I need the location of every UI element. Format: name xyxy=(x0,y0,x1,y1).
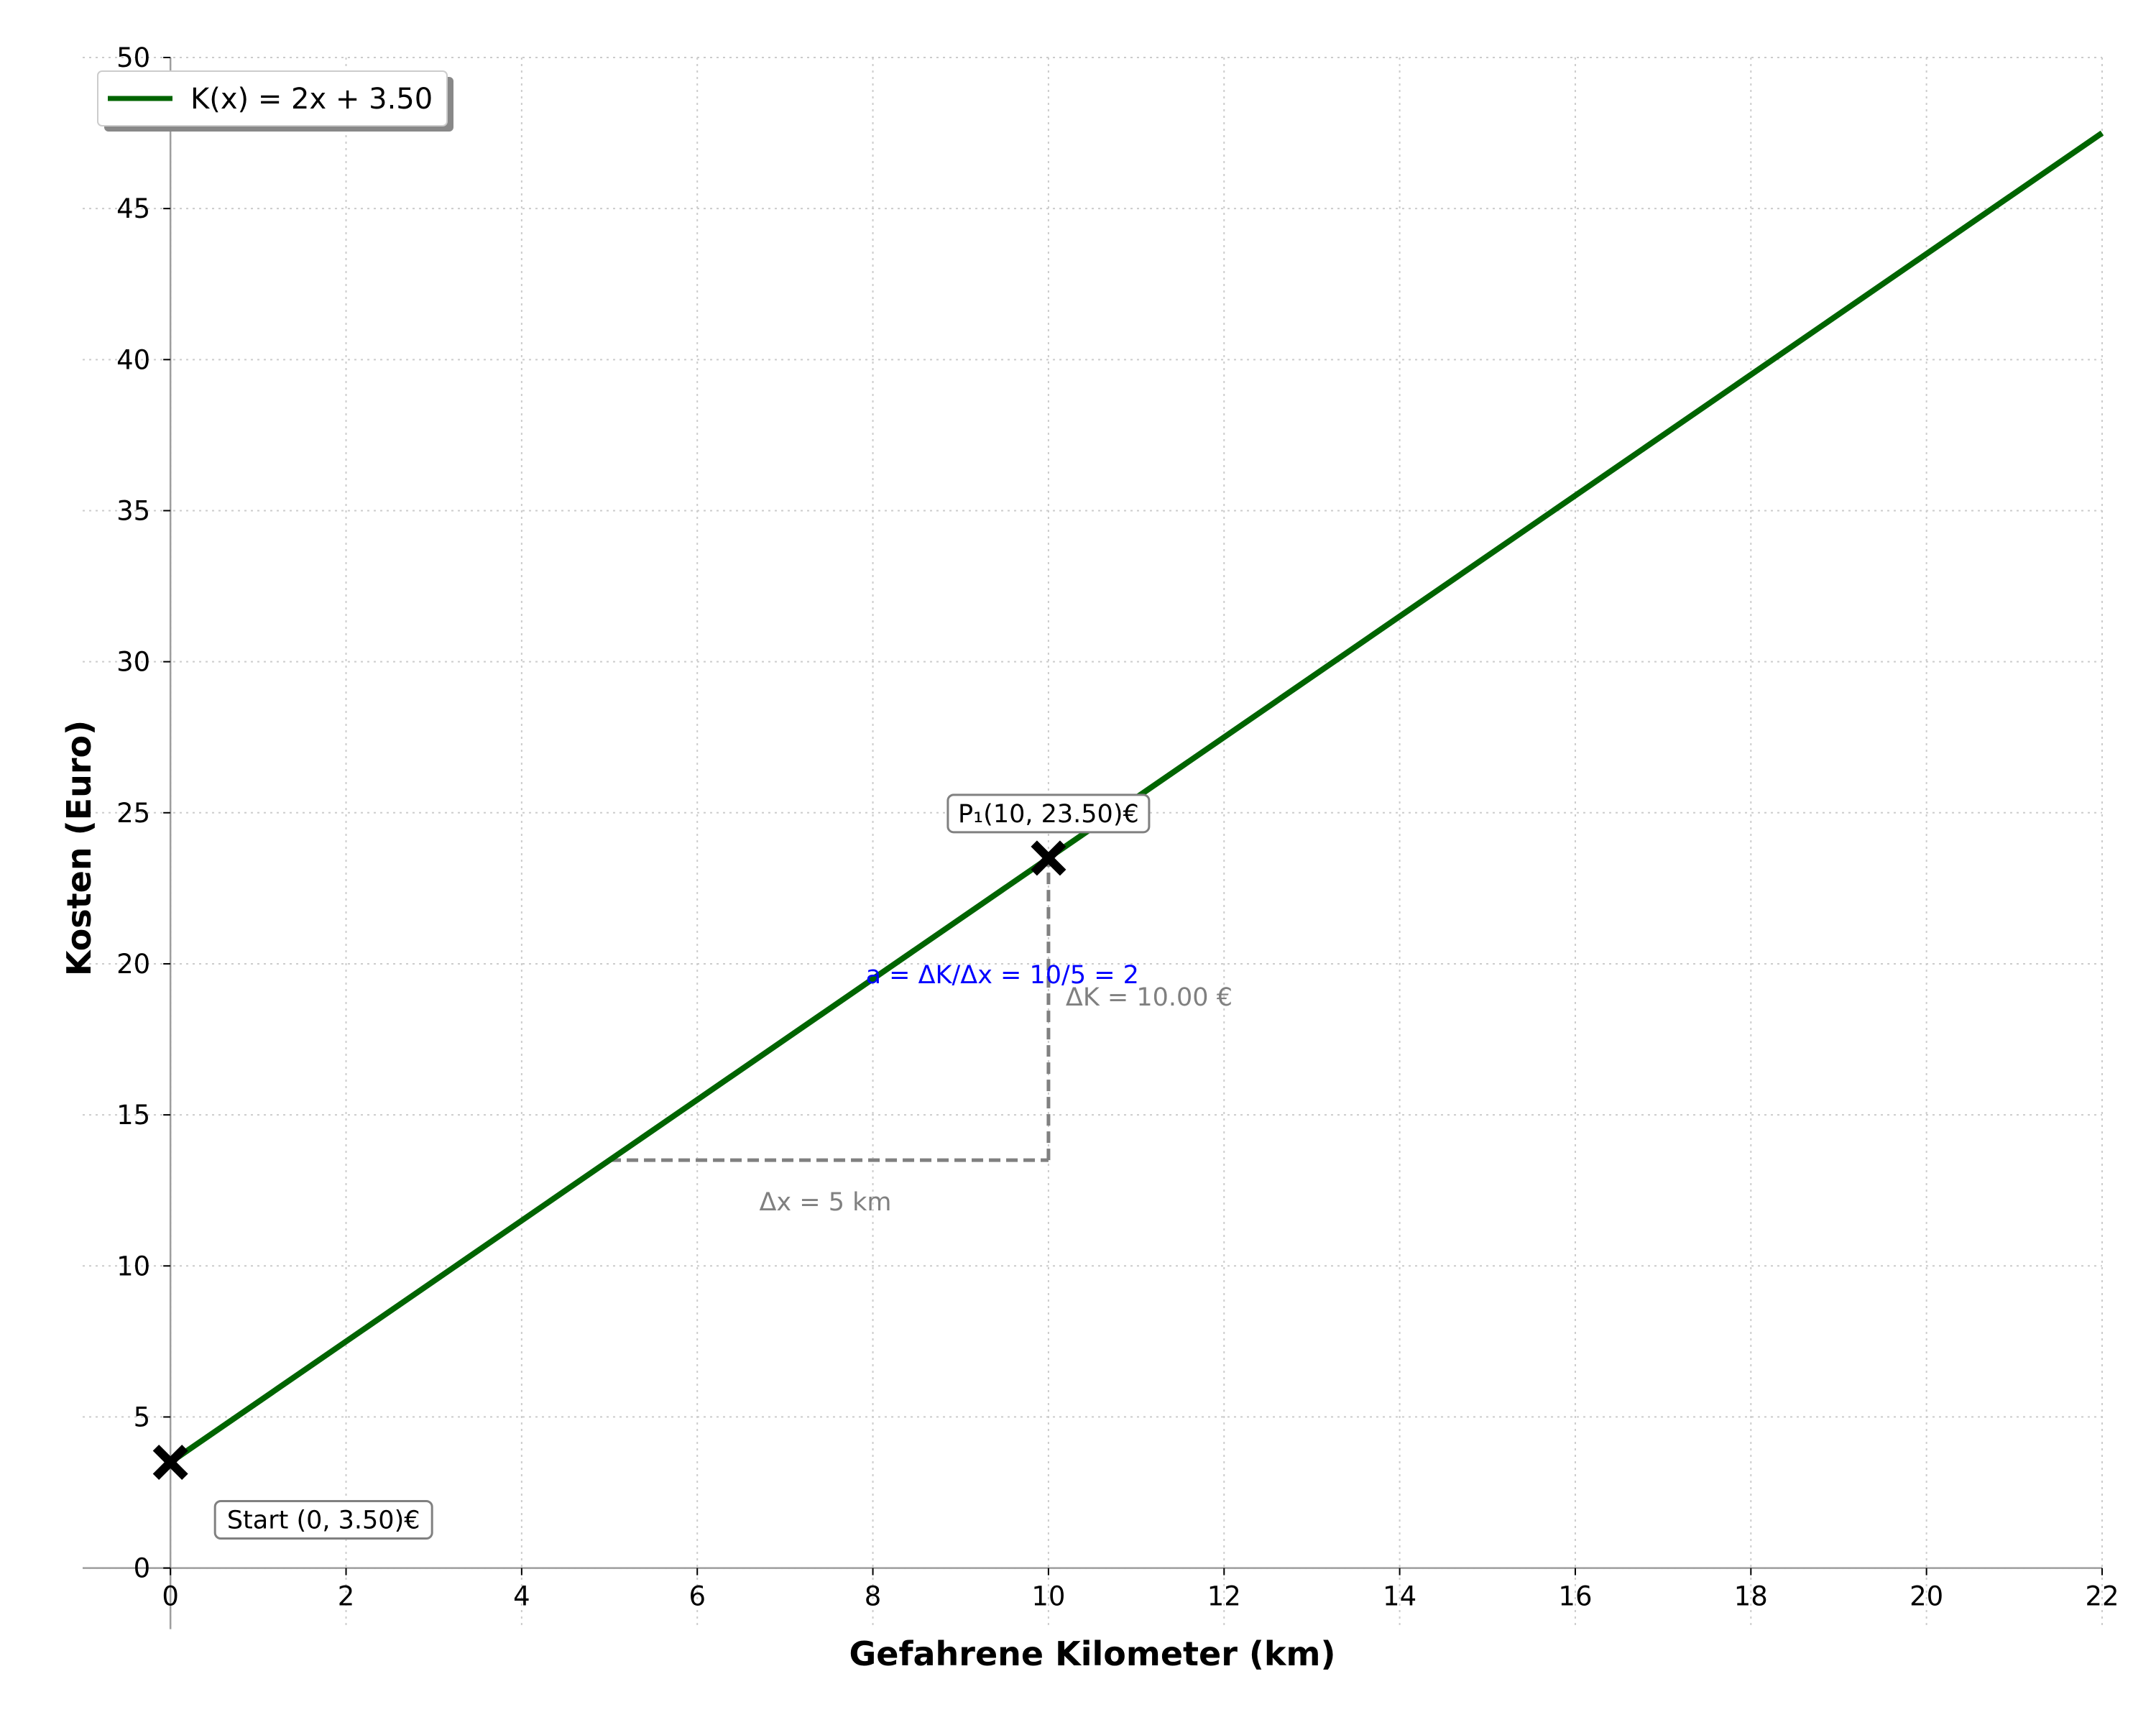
x-tick-label: 2 xyxy=(338,1581,355,1612)
grid xyxy=(83,57,2103,1629)
marker-stroke xyxy=(1031,840,1067,876)
y-tick-label: 30 xyxy=(116,647,150,678)
y-tick-label: 10 xyxy=(116,1251,150,1282)
x-tick-label: 8 xyxy=(865,1581,882,1612)
p1-point-label: P₁(10, 23.50)€ xyxy=(946,794,1151,834)
legend-box xyxy=(97,70,448,126)
label-box xyxy=(213,1499,433,1540)
x-tick-label: 0 xyxy=(162,1581,179,1612)
point-marker xyxy=(1031,840,1067,876)
marker-stroke xyxy=(152,1444,188,1480)
y-axis-label: Kosten (Euro) xyxy=(60,720,98,976)
x-tick-label: 16 xyxy=(1558,1581,1592,1612)
start-point-label: Start (0, 3.50)€ xyxy=(213,1499,433,1540)
x-tick-label: 22 xyxy=(2085,1581,2119,1612)
y-tick-label: 15 xyxy=(116,1100,150,1131)
delta-k-label: ΔK = 10.00 € xyxy=(1066,983,1233,1012)
y-tick-label: 35 xyxy=(116,495,150,526)
y-tick-label: 0 xyxy=(134,1553,151,1584)
y-tick-label: 25 xyxy=(116,798,150,829)
markers xyxy=(152,840,1067,1480)
label-text: P₁(10, 23.50)€ xyxy=(958,800,1139,829)
axes: 0 2 4 6 8 10 12 14 16 18 20 22 0 5 10 15 20 25 30 35 40 45 50 xyxy=(83,42,2119,1629)
x-tick-label: 12 xyxy=(1207,1581,1241,1612)
y-tick-label: 45 xyxy=(116,193,150,224)
x-axis-label: Gefahrene Kilometer (km) xyxy=(849,1634,1336,1673)
slope-label: a = ΔK/Δx = 10/5 = 2 xyxy=(866,961,1139,990)
x-tick-label: 14 xyxy=(1383,1581,1416,1612)
y-tick-label: 20 xyxy=(116,949,150,980)
x-tick-label: 10 xyxy=(1031,1581,1065,1612)
slope-triangle xyxy=(609,857,1051,1162)
point-marker xyxy=(152,1444,188,1480)
x-tick-label: 6 xyxy=(688,1581,706,1612)
y-tick-label: 5 xyxy=(134,1402,151,1432)
x-tick-label: 4 xyxy=(513,1581,530,1612)
label-text: Start (0, 3.50)€ xyxy=(227,1506,420,1535)
legend-entry: K(x) = 2x + 3.50 xyxy=(190,83,433,116)
y-tick-label: 50 xyxy=(116,42,150,73)
delta-x-label: Δx = 5 km xyxy=(759,1188,891,1217)
x-tick-label: 18 xyxy=(1734,1581,1768,1612)
y-tick-label: 40 xyxy=(116,344,150,375)
legend: K(x) = 2x + 3.50 xyxy=(97,70,453,132)
x-tick-label: 20 xyxy=(1909,1581,1943,1612)
label-box xyxy=(946,794,1151,834)
annotations: Start (0, 3.50)€ P₁(10, 23.50)€ Δx = 5 km Δ… xyxy=(213,794,1233,1540)
